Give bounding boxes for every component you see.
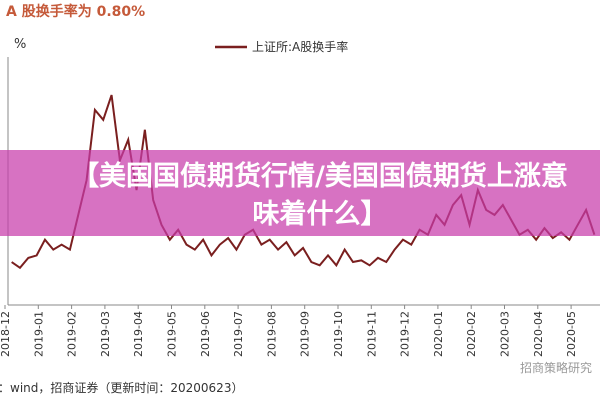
watermark: 招商策略研究 <box>520 360 592 375</box>
x-tick-label: 2019-09 <box>299 311 312 357</box>
legend-label: 上证所:A股换手率 <box>252 39 348 54</box>
x-tick-label: 2019-07 <box>232 311 245 357</box>
x-tick-label: 2019-03 <box>99 311 112 357</box>
x-tick-label: 2019-10 <box>332 311 345 357</box>
chart-title: A 股换手率为 0.80% <box>6 3 145 20</box>
banner-text[interactable]: 【美国国债期货行情/美国国债期货上涨意味着什么】 <box>72 161 568 230</box>
banner <box>0 150 600 236</box>
x-tick-label: 2019-06 <box>199 311 212 357</box>
x-tick-label: 2019-05 <box>166 311 179 357</box>
x-tick-label: 2020-02 <box>465 311 478 357</box>
x-tick-label: 2019-11 <box>365 311 378 357</box>
x-tick-label: 2019-12 <box>399 311 412 357</box>
x-tick-label: 2020-04 <box>532 311 545 357</box>
y-axis-label: % <box>14 37 26 52</box>
x-tick-label: 2019-01 <box>32 311 45 357</box>
source: 源：wind，招商证券（更新时间：20200623） <box>0 380 243 395</box>
x-tick-label: 2018-12 <box>0 311 12 357</box>
x-tick-label: 2019-02 <box>66 311 79 357</box>
x-tick-label: 2020-03 <box>499 311 512 357</box>
x-tick-label: 2020-05 <box>565 311 578 357</box>
x-tick-label: 2019-04 <box>132 311 145 357</box>
x-tick-label: 2020-01 <box>432 311 445 357</box>
x-tick-label: 2019-08 <box>265 311 278 357</box>
